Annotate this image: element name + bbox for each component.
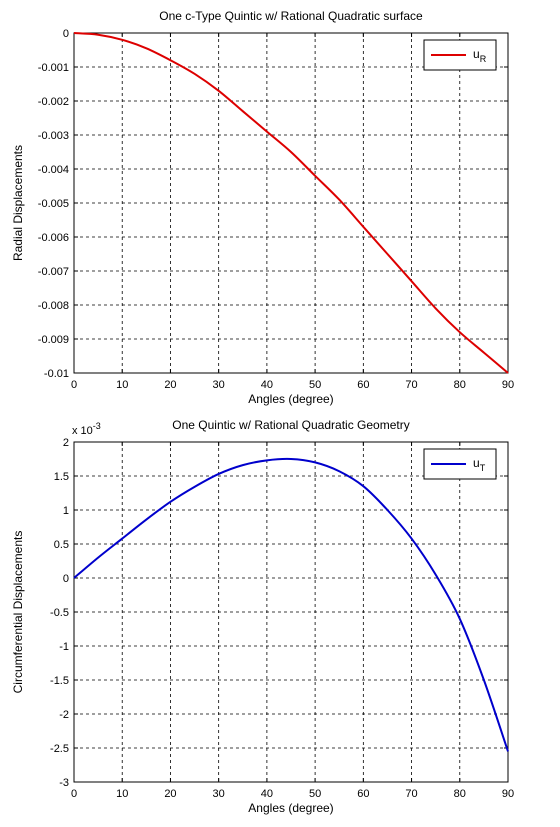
legend-label-main: u xyxy=(473,456,480,470)
x-tick-label: 20 xyxy=(164,788,176,800)
legend-label: uR xyxy=(473,47,487,64)
y-tick-label: -0.004 xyxy=(38,164,69,176)
x-tick-label: 90 xyxy=(502,788,514,800)
y-tick-label: -0.01 xyxy=(44,368,69,380)
y-tick-label: 1.5 xyxy=(54,471,69,483)
y-tick-label: -0.5 xyxy=(50,607,69,619)
x-tick-label: 30 xyxy=(213,788,225,800)
y-tick-label: 1 xyxy=(63,505,69,517)
y-tick-label: -2 xyxy=(59,709,69,721)
x-tick-label: 0 xyxy=(71,788,77,800)
legend-label-sub: T xyxy=(480,463,486,473)
y-tick-label: 2 xyxy=(63,437,69,449)
y-tick-label: -0.001 xyxy=(38,62,69,74)
x-axis-label: Angles (degree) xyxy=(248,392,333,406)
y-tick-label: -3 xyxy=(59,777,69,789)
x-axis-label: Angles (degree) xyxy=(248,801,333,815)
x-tick-label: 30 xyxy=(213,379,225,391)
x-tick-label: 60 xyxy=(357,379,369,391)
x-tick-label: 10 xyxy=(116,788,128,800)
y-tick-label: -0.008 xyxy=(38,300,69,312)
x-tick-label: 10 xyxy=(116,379,128,391)
legend-label-main: u xyxy=(473,47,480,61)
x-tick-label: 40 xyxy=(261,788,273,800)
x-tick-label: 50 xyxy=(309,379,321,391)
y-exponent-label: x 10-3 xyxy=(72,421,101,437)
legend: uT xyxy=(423,448,497,480)
y-tick-label: -0.002 xyxy=(38,96,69,108)
y-tick-label: -0.009 xyxy=(38,334,69,346)
legend: uR xyxy=(423,39,497,71)
x-tick-label: 50 xyxy=(309,788,321,800)
y-tick-label: -0.005 xyxy=(38,198,69,210)
y-axis-label: Circumferential Displacements xyxy=(11,531,25,694)
chart-title: One c-Type Quintic w/ Rational Quadratic… xyxy=(159,9,423,23)
y-tick-label: -0.007 xyxy=(38,266,69,278)
x-tick-label: 80 xyxy=(454,788,466,800)
y-tick-label: -1 xyxy=(59,641,69,653)
y-exponent-base: x 10 xyxy=(72,425,93,437)
y-tick-label: -2.5 xyxy=(50,743,69,755)
x-tick-label: 0 xyxy=(71,379,77,391)
x-tick-label: 40 xyxy=(261,379,273,391)
series-line-1 xyxy=(73,457,509,752)
legend-label-sub: R xyxy=(480,54,487,64)
x-tick-label: 20 xyxy=(164,379,176,391)
x-tick-label: 70 xyxy=(405,788,417,800)
x-tick-label: 60 xyxy=(357,788,369,800)
y-tick-label: 0.5 xyxy=(54,539,69,551)
series-line-1 xyxy=(73,32,509,374)
y-axis-label: Radial Displacements xyxy=(11,145,25,261)
x-tick-label: 80 xyxy=(454,379,466,391)
chart-title: One Quintic w/ Rational Quadratic Geomet… xyxy=(172,418,409,432)
y-tick-label: 0 xyxy=(63,28,69,40)
x-tick-label: 70 xyxy=(405,379,417,391)
y-tick-label: -0.003 xyxy=(38,130,69,142)
y-exponent-power: -3 xyxy=(93,421,101,431)
legend-label: uT xyxy=(473,456,486,473)
x-tick-label: 90 xyxy=(502,379,514,391)
y-tick-label: 0 xyxy=(63,573,69,585)
y-tick-label: -0.006 xyxy=(38,232,69,244)
chart-1: 0 10 20 30 40 50 60 70 80 90 0 -0.001 -0.002 -0.003 -0… xyxy=(11,9,514,406)
y-tick-label: -1.5 xyxy=(50,675,69,687)
chart-2: 0 10 20 30 40 50 60 70 80 90 2 1.5 1 0.5 0 -0.5 -1 -1.5 -2… xyxy=(11,418,514,815)
